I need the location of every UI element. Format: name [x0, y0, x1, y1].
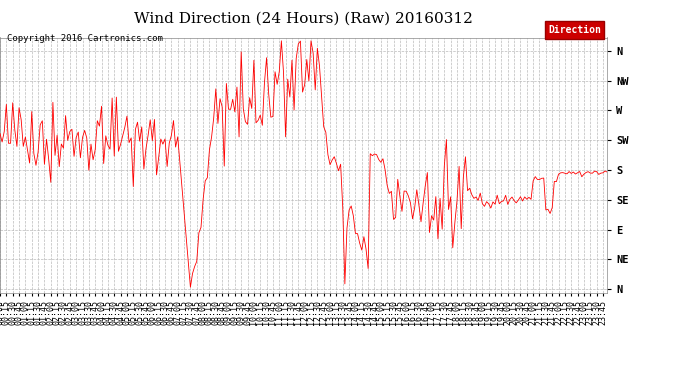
Text: Wind Direction (24 Hours) (Raw) 20160312: Wind Direction (24 Hours) (Raw) 20160312	[134, 11, 473, 25]
Text: Copyright 2016 Cartronics.com: Copyright 2016 Cartronics.com	[7, 34, 163, 43]
Text: Direction: Direction	[548, 26, 601, 35]
